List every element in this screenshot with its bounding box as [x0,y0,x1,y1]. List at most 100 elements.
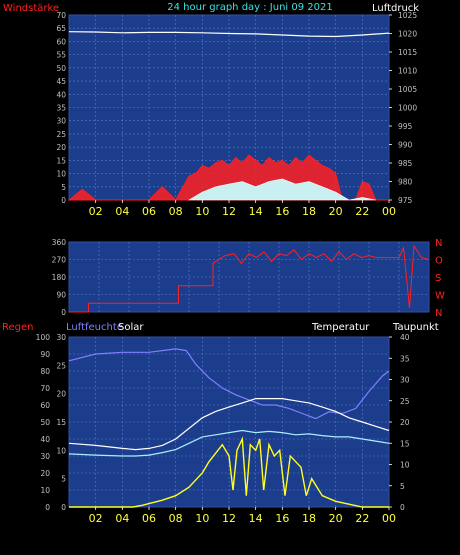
wind-pressure-xtick-label: 04 [115,205,129,218]
pressure-ytick-label: 995 [398,122,413,131]
wind-ytick-label: 15 [56,156,66,165]
wind-pressure-xtick-label: 08 [169,205,183,218]
wind-pressure-axes: 0510152025303540455055606570975980985990… [56,11,417,218]
pressure-ytick-label: 990 [398,141,413,150]
wind-ytick-label: 70 [56,11,66,20]
humidity-ytick-label: 40 [40,435,50,444]
humidity-ytick-label: 90 [40,350,50,359]
dewpoint-label: Taupunkt [392,322,439,333]
solar-ytick-label: 10 [56,446,66,455]
compass-label: W [435,291,445,302]
wind-pressure-grid [69,15,389,200]
wind-pressure-xtick-label: 18 [302,205,316,218]
humidity-ytick-label: 0 [45,503,50,512]
wind-pressure-xtick-label: 22 [355,205,369,218]
temperature-ytick-label: 30 [400,376,410,385]
temperature-ytick-label: 5 [400,482,405,491]
direction-ytick-label: 0 [61,308,66,317]
humidity-temperature-series [68,348,390,508]
wind-ytick-label: 0 [61,196,66,205]
solar-line [69,436,389,508]
wind-pressure-xtick-label: 14 [249,205,263,218]
pressure-ytick-label: 975 [398,196,413,205]
temperature-ytick-label: 20 [400,418,410,427]
wind-pressure-xtick-label: 02 [89,205,103,218]
solar-ytick-label: 15 [56,418,66,427]
wind-ytick-label: 35 [56,104,66,113]
pressure-line [68,31,390,38]
wind-direction-axes: 0 N 90 W 180 S 270 O 360 N [52,238,445,319]
wind-ytick-label: 30 [56,117,66,126]
humidity-ytick-label: 60 [40,401,50,410]
chart-title: 24 hour graph day : Juni 09 2021 [167,2,333,13]
solar-label: Solar [118,322,144,333]
humidity-temperature-xtick-label: 04 [115,512,129,525]
wind-ytick-label: 55 [56,51,66,60]
humidity-line [68,348,390,420]
humidity-temperature-xtick-label: 16 [275,512,289,525]
compass-label: N [435,308,442,319]
temperature-ytick-label: 35 [400,354,410,363]
humidity-ytick-label: 100 [36,333,51,342]
wind-ytick-label: 40 [56,90,66,99]
wind-pressure-xtick-label: 00 [382,205,396,218]
humidity-temperature-axes: 0 10 20 30 40 50 60 70 80 90 100 0 5 10 15 20 25 30 0 5 10 15… [36,333,410,525]
temperature-ytick-label: 0 [400,503,405,512]
humidity-temperature-xtick-label: 22 [355,512,369,525]
wind-pressure-xtick-label: 10 [195,205,209,218]
humidity-ytick-label: 30 [40,452,50,461]
solar-ytick-label: 0 [61,503,66,512]
solar-ytick-label: 25 [56,361,66,370]
direction-ytick-label: 360 [52,238,67,247]
compass-label: O [435,256,443,267]
humidity-temperature-xtick-label: 10 [195,512,209,525]
humidity-temperature-xtick-label: 14 [249,512,263,525]
pressure-ytick-label: 1010 [398,67,417,76]
wind-pressure-xtick-label: 20 [329,205,343,218]
wind-direction-line [69,244,430,313]
compass-label: N [435,238,442,249]
solar-ytick-label: 30 [56,333,66,342]
humidity-temperature-xtick-label: 12 [222,512,236,525]
right-axis-title: Luftdruck [372,3,419,14]
wind-ytick-label: 25 [56,130,66,139]
solar-ytick-label: 5 [61,475,66,484]
wind-pressure-xtick-label: 12 [222,205,236,218]
direction-ytick-label: 90 [56,291,66,300]
wind-ytick-label: 60 [56,37,66,46]
pressure-ytick-label: 1025 [398,11,417,20]
humidity-ytick-label: 20 [40,469,50,478]
humidity-temperature-xtick-label: 08 [169,512,183,525]
temperature-label: Temperatur [311,322,370,333]
humidity-ytick-label: 80 [40,367,50,376]
pressure-ytick-label: 980 [398,178,413,187]
pressure-ytick-label: 1020 [398,30,417,39]
humidity-label: Luftfeuchte [66,322,123,333]
wind-ytick-label: 50 [56,64,66,73]
temperature-ytick-label: 25 [400,397,410,406]
wind-pressure-xtick-label: 16 [275,205,289,218]
humidity-temperature-xtick-label: 20 [329,512,343,525]
humidity-temperature-xtick-label: 02 [89,512,103,525]
pressure-ytick-label: 1015 [398,48,417,57]
wind-pressure-series [67,31,390,201]
humidity-ytick-label: 70 [40,384,50,393]
pressure-ytick-label: 1000 [398,104,417,113]
pressure-ytick-label: 1005 [398,85,417,94]
humidity-ytick-label: 10 [40,486,50,495]
temperature-line [68,398,390,451]
direction-ytick-label: 180 [52,273,67,282]
wind-direction-series [69,244,430,313]
wind-gust-area [187,178,376,201]
dewpoint-line [68,429,390,457]
humidity-temperature-xtick-label: 18 [302,512,316,525]
humidity-ytick-label: 50 [40,418,50,427]
wind-ytick-label: 45 [56,77,66,86]
wind-ytick-label: 10 [56,170,66,179]
temperature-ytick-label: 15 [400,439,410,448]
pressure-ytick-label: 985 [398,159,413,168]
wind-direction-grid [69,242,429,312]
humidity-temperature-xtick-label: 00 [382,512,396,525]
wind-pressure-xtick-label: 06 [142,205,156,218]
